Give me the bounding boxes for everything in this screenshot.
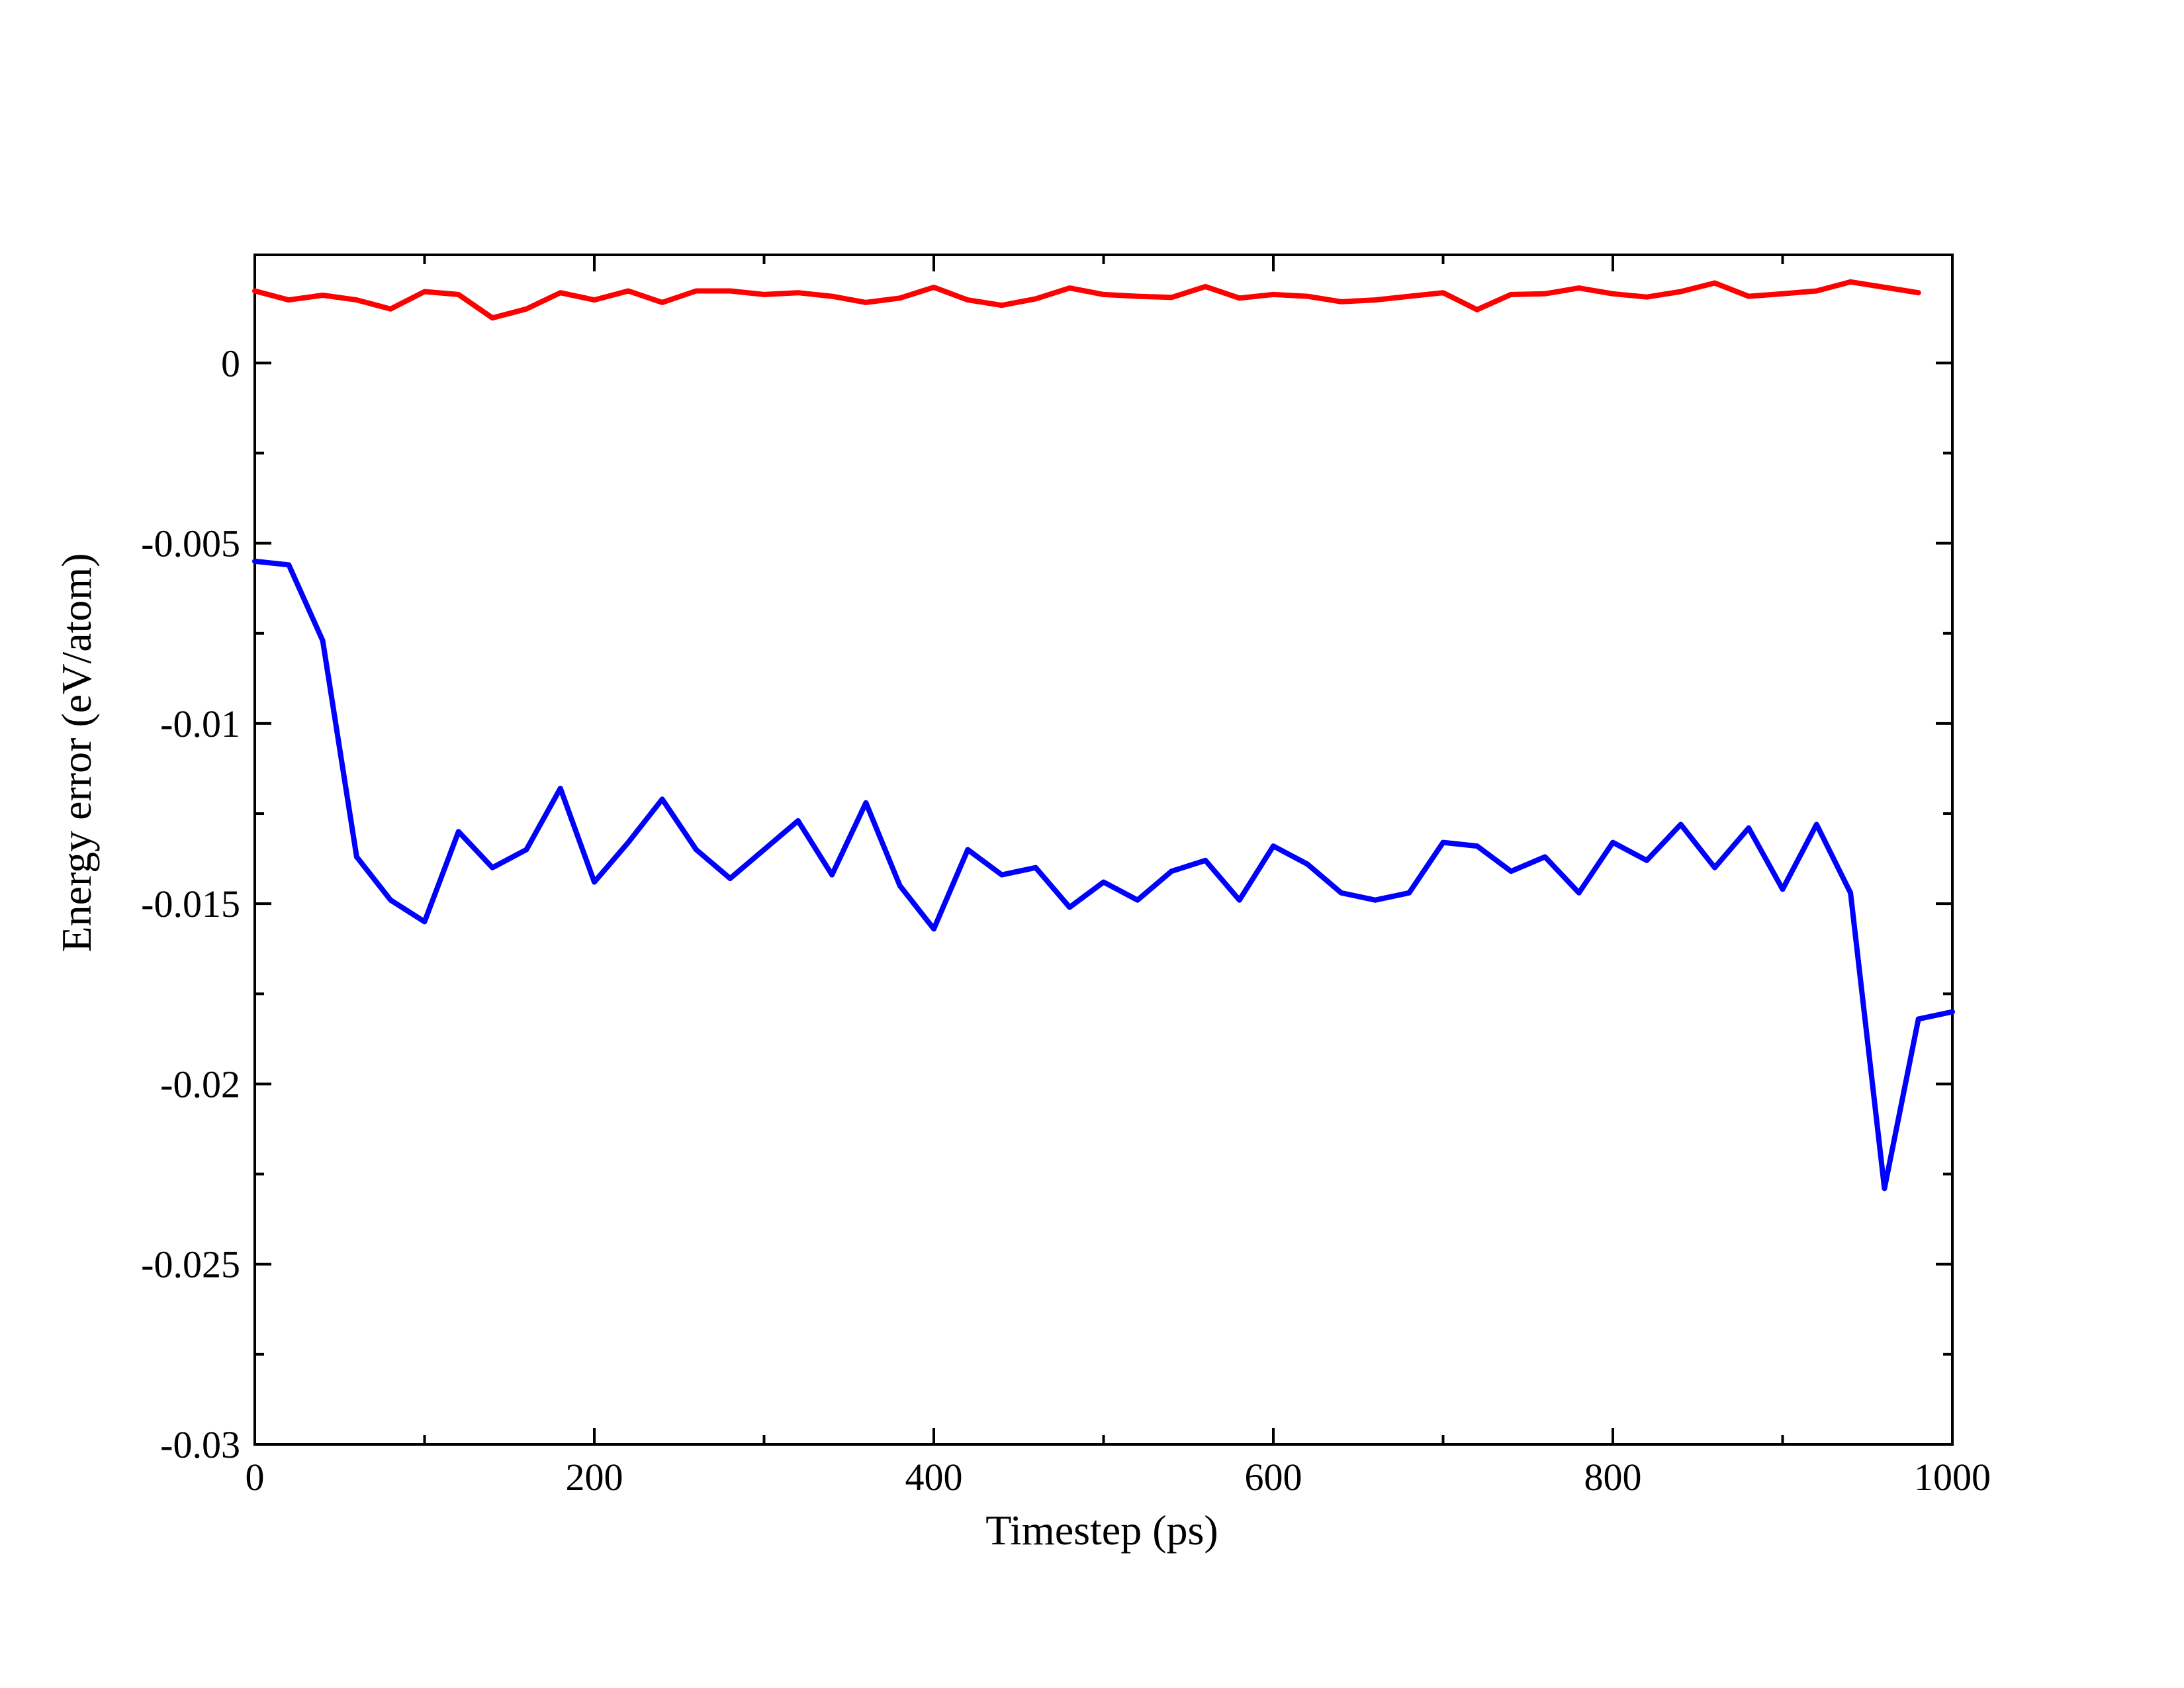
series-line-red — [252, 279, 1921, 321]
x-tick-label: 800 — [1584, 1456, 1642, 1499]
x-axis-title: Timestep (ps) — [985, 1507, 1218, 1554]
y-tick-label: 0 — [221, 342, 240, 385]
y-tick-label: -0.01 — [160, 702, 240, 745]
x-tick-label: 1000 — [1914, 1456, 1991, 1499]
y-tick-label: -0.005 — [141, 522, 240, 565]
y-tick-label: -0.015 — [141, 882, 240, 925]
y-axis-title: Energy error (eV/atom) — [53, 553, 100, 953]
x-tick-label: 400 — [905, 1456, 963, 1499]
x-tick-label: 200 — [566, 1456, 623, 1499]
x-tick-label: 0 — [246, 1456, 265, 1499]
labels-layer: 0 200 400 600 800 1000 0 -0.005 -0.01 -0.015 -0.02… — [141, 342, 1991, 1499]
y-tick-label: -0.03 — [160, 1423, 240, 1466]
y-tick-label: -0.025 — [141, 1243, 240, 1286]
ticks-layer — [253, 255, 1954, 1446]
x-tick-label: 600 — [1245, 1456, 1302, 1499]
y-tick-label: -0.02 — [160, 1062, 240, 1105]
series-line-blue — [252, 558, 1955, 1192]
series-layer — [252, 279, 1955, 1192]
